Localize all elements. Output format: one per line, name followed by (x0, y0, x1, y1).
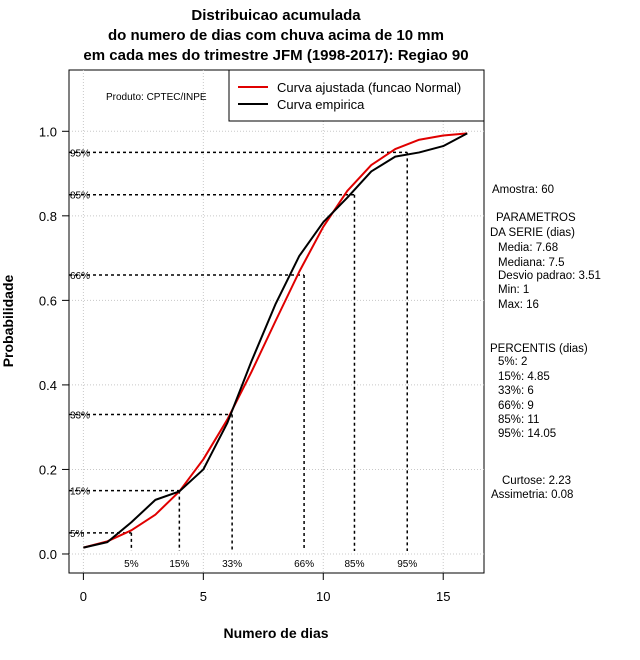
stat-mediana: Mediana: 7.5 (498, 257, 565, 269)
series-line-fitted-normal (83, 132, 468, 549)
x-axis-label: Numero de dias (223, 625, 328, 641)
percentile-label-left: 15% (70, 487, 90, 498)
chart-title-line-2: do numero de dias com chuva acima de 10 … (108, 27, 444, 44)
percentile-label-bottom: 85% (344, 559, 364, 570)
y-axis-label: Probabilidade (0, 275, 16, 368)
y-tick-label: 1.0 (39, 124, 57, 139)
y-tick-label: 0.0 (39, 547, 57, 562)
stat-p66: 66%: 9 (498, 400, 534, 412)
chart-title-line-1: Distribuicao acumulada (191, 7, 361, 24)
stat-p15: 15%: 4.85 (498, 371, 550, 383)
percentile-label-bottom: 5% (124, 559, 139, 570)
legend-label-empirical: Curva empirica (277, 97, 365, 112)
plot-frame (68, 69, 485, 574)
stat-param-title-1: PARAMETROS (496, 212, 576, 224)
axes: 0 5 10 15 0.0 0.2 0.4 0.6 0.8 1.0 (39, 124, 451, 604)
percentile-label-left: 5% (70, 529, 85, 540)
stat-desvio: Desvio padrao: 3.51 (498, 270, 601, 282)
stat-amostra: Amostra: 60 (492, 184, 554, 196)
y-tick-label: 0.6 (39, 293, 57, 308)
stat-perc-title: PERCENTIS (dias) (490, 343, 588, 355)
y-tick-label: 0.2 (39, 462, 57, 477)
stat-curtose: Curtose: 2.23 (502, 475, 571, 487)
x-tick-label: 15 (436, 589, 450, 604)
percentile-label-bottom: 95% (397, 559, 417, 570)
stat-param-title-2: DA SERIE (dias) (490, 227, 575, 239)
stat-p95: 95%: 14.05 (498, 428, 556, 440)
x-tick-label: 10 (316, 589, 330, 604)
percentile-label-left: 66% (70, 271, 90, 282)
percentile-label-left: 95% (70, 148, 90, 159)
stat-min: Min: 1 (498, 284, 529, 296)
percentile-label-bottom: 66% (294, 559, 314, 570)
percentile-label-left: 33% (70, 410, 90, 421)
stat-max: Max: 16 (498, 299, 539, 311)
percentile-label-bottom: 33% (222, 559, 242, 570)
y-tick-label: 0.4 (39, 378, 57, 393)
series-line-empirical (83, 132, 468, 549)
percentile-label-left: 85% (70, 191, 90, 202)
stat-media: Media: 7.68 (498, 242, 558, 254)
series-lines (83, 132, 468, 549)
legend: Curva ajustada (funcao Normal) Curva emp… (228, 69, 485, 122)
percentile-guides: 5% 5% 15% 15% 33% 33% 66% 66% 85% 85% 95% 95% (69, 148, 417, 570)
x-tick-label: 0 (80, 589, 87, 604)
grid (69, 70, 484, 573)
legend-box (228, 69, 485, 122)
percentile-label-bottom: 15% (169, 559, 189, 570)
legend-label-fitted: Curva ajustada (funcao Normal) (277, 80, 461, 95)
stat-assimetria: Assimetria: 0.08 (491, 489, 573, 501)
y-tick-label: 0.8 (39, 209, 57, 224)
x-tick-label: 5 (200, 589, 207, 604)
series-statistics: Amostra: 60 PARAMETROS DA SERIE (dias) M… (490, 184, 601, 501)
produto-note: Produto: CPTEC/INPE (106, 92, 207, 103)
stat-p85: 85%: 11 (498, 414, 539, 426)
stat-p5: 5%: 2 (498, 356, 527, 368)
stat-p33: 33%: 6 (498, 385, 534, 397)
chart-title-line-3: em cada mes do trimestre JFM (1998-2017)… (83, 47, 468, 64)
